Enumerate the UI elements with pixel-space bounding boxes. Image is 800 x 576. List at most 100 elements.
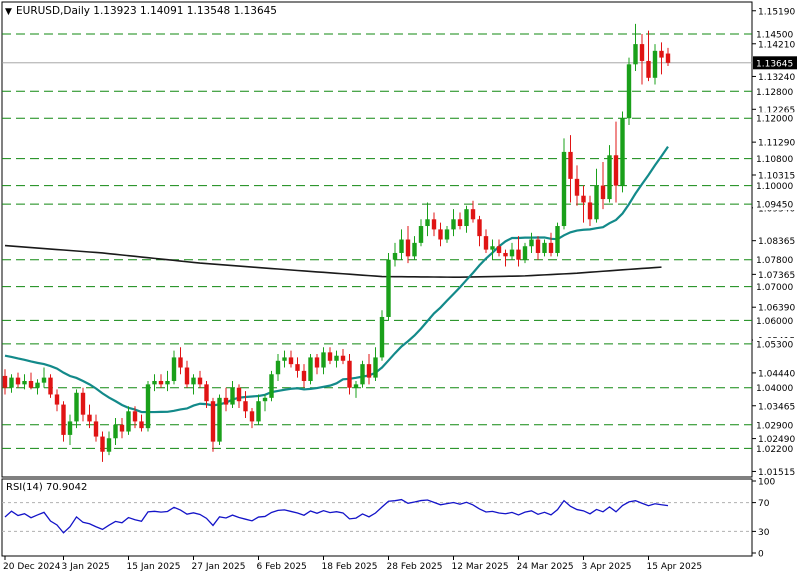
- candle-body: [87, 414, 92, 422]
- candle-body: [457, 219, 463, 227]
- candle-67: [438, 222, 443, 247]
- candle-83: [542, 239, 547, 257]
- candle-body: [100, 436, 105, 452]
- candle-body: [587, 202, 593, 220]
- rsi-tick-70: 70: [758, 499, 770, 509]
- candle-53: [347, 354, 352, 395]
- level-tag-bg-10: [753, 381, 797, 394]
- candle-body: [74, 392, 79, 422]
- candles: [2, 23, 671, 462]
- candle-100: [652, 44, 658, 85]
- candle-68: [444, 226, 450, 243]
- candle-body: [386, 259, 391, 317]
- candle-body: [158, 380, 164, 385]
- candle-13: [87, 404, 92, 429]
- candle-38: [249, 407, 255, 429]
- menu-arrow-icon[interactable]: ▼: [5, 7, 12, 17]
- candle-81: [529, 232, 534, 253]
- candle-8: [54, 389, 60, 412]
- candle-body: [490, 246, 495, 250]
- candle-92: [600, 162, 606, 210]
- candle-41: [269, 370, 274, 402]
- candle-body: [113, 424, 118, 439]
- chart-header: ▼ EURUSD,Daily 1.13923 1.14091 1.13548 1…: [5, 5, 277, 17]
- price-axis: 1.15190 1.14210 1.13240 1.12265 1.11290 1.103…: [752, 7, 795, 478]
- level-tag-5: 1.09450: [756, 201, 793, 211]
- time-tick-4: 6 Feb 2025: [257, 562, 307, 572]
- level-tag-bg-1: [753, 85, 797, 98]
- candle-body: [639, 44, 645, 61]
- rsi-panel-border: [1, 478, 753, 557]
- price-tick-7: 1.08365: [758, 237, 795, 247]
- candle-body: [600, 185, 606, 200]
- candle-86: [561, 138, 567, 230]
- candle-body: [594, 185, 599, 220]
- candle-body: [204, 384, 209, 402]
- candle-body: [80, 392, 86, 415]
- candle-body: [347, 360, 352, 388]
- candle-17: [113, 418, 118, 445]
- time-tick-9: 3 Apr 2025: [582, 562, 632, 572]
- candle-9: [61, 401, 66, 442]
- candle-body: [230, 387, 235, 405]
- candle-61: [399, 229, 404, 260]
- candle-body: [22, 380, 27, 385]
- candle-body: [236, 387, 242, 402]
- candle-35: [230, 380, 235, 408]
- candle-49: [321, 347, 326, 375]
- candle-body: [509, 249, 515, 257]
- time-axis: 20 Dec 2024 3 Jan 2025 15 Jan 2025 27 Jan 2…: [3, 556, 702, 572]
- rsi-tick-100: 100: [758, 478, 775, 488]
- rsi-tick-30: 30: [758, 528, 770, 538]
- candle-18: [119, 418, 125, 439]
- candle-82: [535, 236, 541, 260]
- candle-80: [522, 242, 528, 264]
- candle-10: [67, 414, 73, 445]
- candle-96: [626, 57, 632, 125]
- current-price-tag: 1.13645: [756, 59, 793, 69]
- level-tag-bg-5: [753, 198, 797, 211]
- candle-body: [360, 364, 365, 385]
- candle-72: [470, 200, 476, 223]
- candle-body: [503, 252, 508, 257]
- level-tag-0: 1.14500: [756, 31, 793, 41]
- candle-97: [633, 23, 638, 72]
- ma-200-line: [4, 244, 662, 279]
- candle-57: [373, 347, 378, 381]
- candle-body: [561, 151, 567, 227]
- candle-body: [542, 242, 547, 253]
- candle-74: [483, 229, 489, 253]
- candle-32: [210, 397, 216, 452]
- candle-body: [301, 370, 307, 381]
- candle-body: [522, 246, 528, 260]
- candle-body: [646, 60, 651, 78]
- candle-77: [503, 249, 508, 267]
- candle-body: [191, 377, 196, 385]
- candle-71: [464, 205, 469, 233]
- level-tag-4: 1.10000: [756, 182, 793, 192]
- candle-93: [607, 145, 612, 203]
- candle-56: [366, 354, 372, 385]
- candle-body: [126, 411, 131, 432]
- level-tag-12: 1.02200: [756, 445, 793, 455]
- candle-26: [171, 350, 177, 385]
- level-tag-bg-3: [753, 152, 797, 165]
- candle-50: [327, 347, 333, 365]
- candle-65: [425, 202, 430, 237]
- candle-34: [223, 387, 229, 412]
- rsi-path: [4, 498, 669, 534]
- candle-2: [15, 372, 21, 388]
- candle-body: [535, 239, 541, 253]
- candle-body: [165, 380, 170, 385]
- rsi-line: [4, 498, 669, 534]
- candle-body: [210, 401, 216, 442]
- time-tick-6: 28 Feb 2025: [387, 562, 443, 572]
- candle-body: [197, 377, 203, 385]
- candle-body: [444, 229, 450, 240]
- level-tag-6: 1.07800: [756, 256, 793, 266]
- candle-body: [15, 377, 21, 385]
- candle-37: [243, 391, 248, 419]
- candle-90: [587, 195, 593, 227]
- price-panel: [1, 1, 753, 478]
